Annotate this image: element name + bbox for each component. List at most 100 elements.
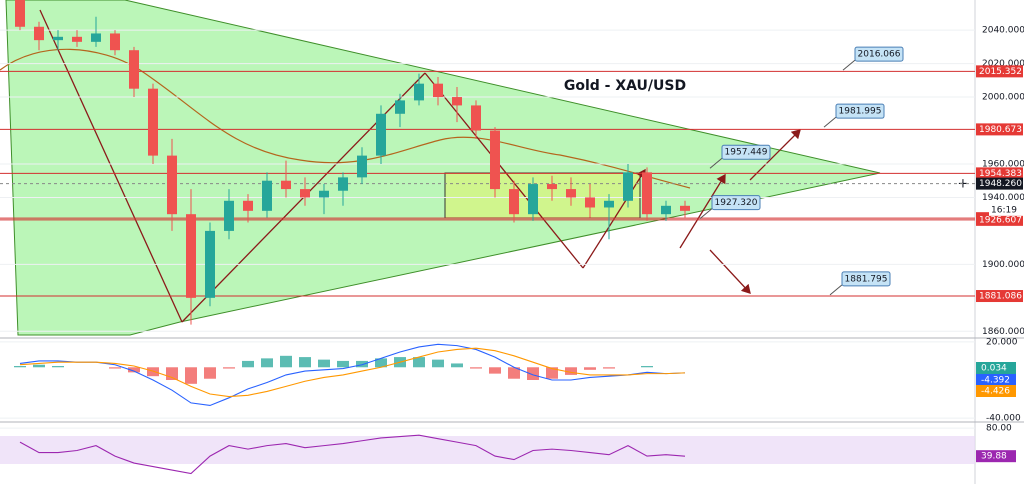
macd-value-box bbox=[976, 362, 1016, 374]
rsi-line bbox=[19, 434, 686, 475]
candle-body bbox=[148, 88, 158, 156]
candle-body bbox=[53, 36, 63, 41]
y-tick-label: 1860.000 bbox=[982, 327, 1024, 337]
candle-body bbox=[604, 200, 614, 208]
macd-histogram-bar bbox=[565, 367, 577, 375]
crosshair-icon[interactable]: + bbox=[958, 177, 969, 192]
candle-body bbox=[262, 180, 272, 211]
arrow bbox=[679, 173, 726, 249]
candle-body bbox=[547, 184, 557, 190]
macd-histogram-bar bbox=[166, 367, 178, 380]
candle-body bbox=[338, 177, 348, 191]
macd-histogram-bar bbox=[299, 357, 311, 368]
candle-body bbox=[623, 172, 633, 201]
candle-body bbox=[661, 205, 671, 215]
callout-box bbox=[721, 144, 771, 160]
macd-histogram-bar bbox=[641, 366, 653, 368]
callout-label: 1927.320 bbox=[715, 198, 758, 208]
macd-value-box bbox=[976, 385, 1016, 397]
level-label-box bbox=[976, 167, 1023, 180]
y-tick-label: 1940.000 bbox=[982, 193, 1024, 203]
arrow bbox=[39, 9, 183, 323]
rsi-tick-label: 80.00 bbox=[986, 424, 1012, 434]
candle-body bbox=[376, 113, 386, 156]
last-price-label: 1948.260 bbox=[979, 179, 1022, 189]
candle-body bbox=[509, 189, 519, 215]
macd-tick-label: 20.000 bbox=[986, 337, 1018, 347]
candle-body bbox=[585, 197, 595, 208]
macd-line bbox=[19, 343, 686, 407]
macd-histogram-bar bbox=[223, 367, 235, 369]
candle-body bbox=[680, 205, 690, 211]
macd-histogram-bar bbox=[451, 363, 463, 368]
candle-body bbox=[224, 200, 234, 231]
candle-body bbox=[433, 83, 443, 98]
macd-histogram-bar bbox=[280, 355, 292, 368]
candle-body bbox=[642, 172, 652, 215]
candle-body bbox=[300, 189, 310, 198]
candle-body bbox=[15, 0, 25, 27]
candle-body bbox=[528, 184, 538, 215]
candle-body bbox=[414, 83, 424, 101]
level-label: 1954.383 bbox=[979, 169, 1022, 179]
candle-body bbox=[243, 200, 253, 211]
callout-box bbox=[841, 271, 891, 287]
level-label-box bbox=[976, 65, 1023, 78]
y-tick-label: 2040.000 bbox=[982, 26, 1024, 36]
arrow bbox=[424, 72, 584, 269]
y-tick-label: 1960.000 bbox=[982, 159, 1024, 169]
macd-histogram-bar bbox=[356, 360, 368, 368]
level-label-box bbox=[976, 213, 1023, 226]
candle-body bbox=[72, 36, 82, 42]
rsi-value-box bbox=[976, 450, 1016, 463]
macd-histogram-bar bbox=[128, 367, 140, 373]
candle-body bbox=[357, 155, 367, 178]
macd-histogram-bar bbox=[508, 367, 520, 379]
macd-histogram-bar bbox=[432, 359, 444, 368]
candle-body bbox=[110, 33, 120, 51]
rsi-value-label: 39.88 bbox=[981, 452, 1007, 462]
macd-histogram-bar bbox=[185, 367, 197, 384]
candle-body bbox=[186, 214, 196, 298]
macd-value-label: -4.392 bbox=[981, 376, 1010, 386]
macd-histogram-bar bbox=[318, 359, 330, 368]
level-label-box bbox=[976, 123, 1023, 136]
macd-histogram-bar bbox=[603, 367, 615, 369]
macd-histogram-bar bbox=[52, 366, 64, 368]
callout-label: 1881.795 bbox=[845, 274, 888, 284]
candle-body bbox=[91, 33, 101, 42]
callout-box bbox=[711, 195, 761, 211]
candle-body bbox=[167, 155, 177, 215]
macd-histogram-bar bbox=[470, 367, 482, 369]
countdown: 16:19 bbox=[991, 205, 1017, 215]
callout-label: 2016.066 bbox=[858, 50, 901, 60]
macd-histogram-bar bbox=[14, 366, 26, 368]
candle-body bbox=[205, 230, 215, 298]
macd-histogram-bar bbox=[584, 367, 596, 370]
level-label: 2015.352 bbox=[979, 67, 1022, 77]
last-price-box bbox=[976, 177, 1023, 190]
macd-value-label: -4.426 bbox=[981, 387, 1010, 397]
macd-value-box bbox=[976, 374, 1016, 386]
macd-histogram-bar bbox=[527, 367, 539, 380]
rsi-band bbox=[0, 436, 975, 464]
range-box bbox=[444, 172, 641, 219]
chart-title: Gold - XAU/USD bbox=[564, 78, 686, 94]
macd-histogram-bar bbox=[33, 364, 45, 368]
level-label: 1926.607 bbox=[979, 215, 1022, 225]
callout-pointer bbox=[709, 157, 723, 169]
level-label: 1881.086 bbox=[979, 292, 1022, 302]
arrow bbox=[749, 129, 801, 181]
callout-pointer bbox=[699, 208, 713, 220]
macd-tick-label: -40.000 bbox=[986, 414, 1021, 424]
arrow bbox=[582, 168, 646, 269]
macd-histogram-bar bbox=[337, 360, 349, 368]
signal-line bbox=[19, 347, 686, 398]
callout-box bbox=[835, 103, 885, 119]
candle-body bbox=[281, 180, 291, 190]
macd-value-label: 0.034 bbox=[981, 364, 1007, 374]
macd-histogram-bar bbox=[261, 358, 273, 368]
candle-body bbox=[471, 105, 481, 131]
candle-body bbox=[395, 100, 405, 114]
